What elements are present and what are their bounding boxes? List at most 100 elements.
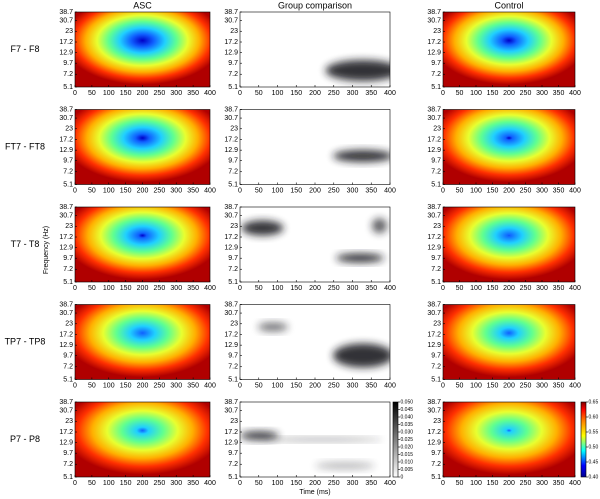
y-tick-label: 9.7 xyxy=(63,60,73,67)
power-map xyxy=(75,304,210,380)
x-tick-label: 350 xyxy=(365,90,377,97)
x-tick-label: 250 xyxy=(154,382,166,389)
y-tick-label: 9.7 xyxy=(228,60,238,67)
x-tick-label: 0 xyxy=(441,90,445,97)
x-tick-label: 50 xyxy=(456,382,464,389)
row-label: F7 - F8 xyxy=(10,44,39,54)
y-tick-label: 38.7 xyxy=(427,106,441,113)
x-tick-label: 300 xyxy=(347,382,359,389)
y-tick-label: 23 xyxy=(65,321,73,328)
heatmap xyxy=(75,12,210,87)
x-tick-label: 150 xyxy=(120,187,132,194)
y-tick-label: 23 xyxy=(433,28,441,35)
x-tick-label: 200 xyxy=(137,90,149,97)
y-tick-label: 7.2 xyxy=(431,266,441,273)
x-tick-label: 250 xyxy=(520,382,532,389)
heatmap xyxy=(443,402,575,477)
y-tick-label: 9.7 xyxy=(63,255,73,262)
y-tick-label: 38.7 xyxy=(59,301,73,308)
x-tick-label: 200 xyxy=(137,285,149,292)
power-map xyxy=(75,207,210,282)
x-tick-label: 100 xyxy=(272,187,284,194)
x-tick-label: 400 xyxy=(569,480,581,487)
x-tick-label: 0 xyxy=(238,90,242,97)
x-tick-label: 50 xyxy=(88,480,96,487)
colorbar-tick-label: 0.40 xyxy=(589,474,599,480)
x-tick-label: 300 xyxy=(347,187,359,194)
x-tick-label: 300 xyxy=(536,187,548,194)
y-tick-label: 5.1 xyxy=(63,181,73,188)
y-tick-label: 23 xyxy=(230,321,238,328)
y-tick-label: 23 xyxy=(230,418,238,425)
y-tick-label: 12.9 xyxy=(59,147,73,154)
x-tick-label: 0 xyxy=(441,480,445,487)
y-tick-label: 9.7 xyxy=(228,255,238,262)
y-tick-label: 23 xyxy=(433,223,441,230)
heatmap xyxy=(443,207,575,282)
x-tick-label: 0 xyxy=(73,382,77,389)
heatmap xyxy=(240,207,390,282)
x-tick-label: 250 xyxy=(154,90,166,97)
x-tick-label: 100 xyxy=(272,382,284,389)
x-tick-label: 0 xyxy=(238,382,242,389)
y-tick-label: 30.7 xyxy=(59,407,73,414)
y-tick-label: 17.2 xyxy=(427,331,441,338)
y-tick-label: 23 xyxy=(230,28,238,35)
x-tick-label: 150 xyxy=(487,285,499,292)
x-tick-label: 400 xyxy=(569,187,581,194)
x-tick-label: 150 xyxy=(290,187,302,194)
x-tick-label: 200 xyxy=(503,382,515,389)
x-tick-label: 50 xyxy=(88,187,96,194)
x-tick-label: 250 xyxy=(328,382,340,389)
y-tick-label: 30.7 xyxy=(427,310,441,317)
y-tick-label: 23 xyxy=(230,126,238,133)
x-tick-label: 200 xyxy=(309,187,321,194)
x-tick-label: 300 xyxy=(347,480,359,487)
significance-blob xyxy=(240,431,279,441)
y-tick-label: 5.1 xyxy=(228,279,238,286)
colorbar-tick-label: 0.040 xyxy=(401,414,414,420)
y-tick-label: 30.7 xyxy=(427,212,441,219)
colorbar-tick-label: 0.45 xyxy=(589,459,599,465)
x-tick-label: 400 xyxy=(384,382,396,389)
y-tick-label: 9.7 xyxy=(228,353,238,360)
y-tick-label: 23 xyxy=(230,223,238,230)
x-tick-label: 350 xyxy=(365,285,377,292)
heatmap xyxy=(75,304,210,380)
y-tick-label: 5.1 xyxy=(63,376,73,383)
significance-blob xyxy=(372,218,387,234)
y-tick-label: 5.1 xyxy=(431,279,441,286)
y-tick-label: 5.1 xyxy=(63,474,73,481)
y-tick-label: 12.9 xyxy=(59,245,73,252)
significance-blob xyxy=(333,343,390,368)
x-tick-label: 350 xyxy=(187,382,199,389)
row-label: FT7 - FT8 xyxy=(5,141,45,151)
x-tick-label: 200 xyxy=(309,382,321,389)
significance-blob xyxy=(262,437,383,442)
x-tick-label: 300 xyxy=(536,382,548,389)
x-tick-label: 250 xyxy=(154,285,166,292)
significance-blob xyxy=(325,60,390,81)
y-tick-label: 7.2 xyxy=(228,266,238,273)
y-tick-label: 9.7 xyxy=(63,353,73,360)
y-tick-label: 17.2 xyxy=(427,234,441,241)
x-tick-label: 100 xyxy=(103,285,115,292)
x-tick-label: 200 xyxy=(503,90,515,97)
y-tick-label: 7.2 xyxy=(63,169,73,176)
y-tick-label: 5.1 xyxy=(228,181,238,188)
x-tick-label: 200 xyxy=(503,285,515,292)
y-tick-label: 17.2 xyxy=(59,234,73,241)
x-tick-label: 100 xyxy=(103,90,115,97)
y-tick-label: 23 xyxy=(433,126,441,133)
x-tick-label: 150 xyxy=(290,285,302,292)
x-tick-label: 250 xyxy=(154,187,166,194)
x-tick-label: 400 xyxy=(384,285,396,292)
x-tick-label: 0 xyxy=(73,90,77,97)
y-tick-label: 7.2 xyxy=(63,266,73,273)
colorbar-tick-label: 0.045 xyxy=(401,407,414,413)
y-tick-label: 9.7 xyxy=(431,353,441,360)
x-tick-label: 50 xyxy=(88,90,96,97)
y-tick-label: 38.7 xyxy=(59,399,73,406)
y-tick-label: 30.7 xyxy=(224,407,238,414)
x-tick-label: 350 xyxy=(553,285,565,292)
